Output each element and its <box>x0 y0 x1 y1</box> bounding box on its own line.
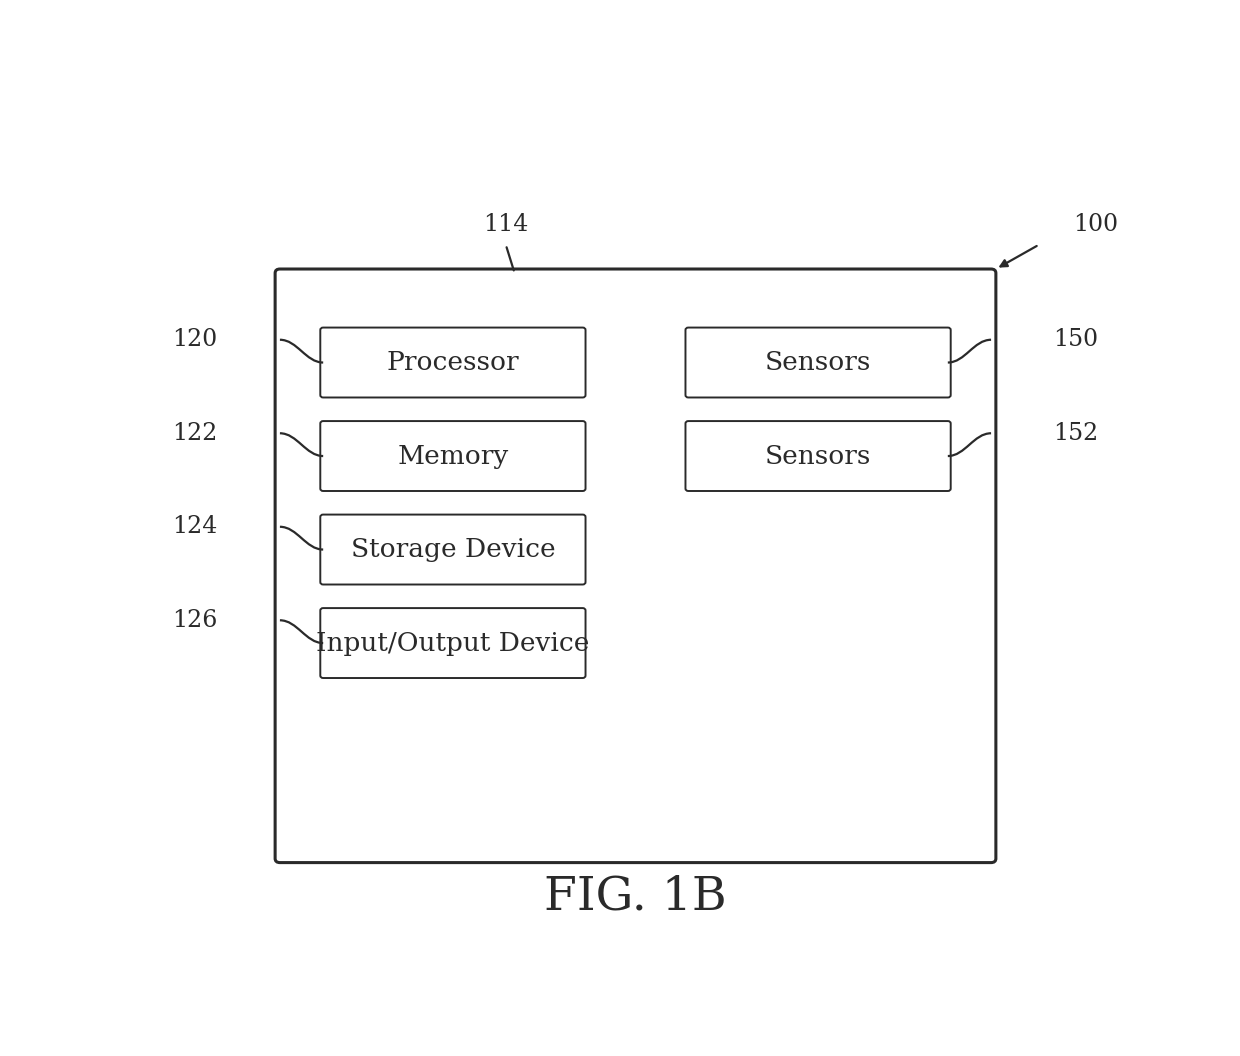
Text: 126: 126 <box>172 608 217 631</box>
Text: Sensors: Sensors <box>765 350 872 375</box>
Text: Processor: Processor <box>387 350 520 375</box>
FancyBboxPatch shape <box>320 608 585 678</box>
Text: 100: 100 <box>1073 213 1118 235</box>
FancyBboxPatch shape <box>275 269 996 863</box>
Text: 124: 124 <box>172 515 217 539</box>
FancyBboxPatch shape <box>320 327 585 397</box>
FancyBboxPatch shape <box>320 421 585 491</box>
Text: FIG. 1B: FIG. 1B <box>544 874 727 920</box>
Text: Input/Output Device: Input/Output Device <box>316 630 589 656</box>
Text: Sensors: Sensors <box>765 444 872 469</box>
Text: 120: 120 <box>172 328 217 352</box>
Text: Storage Device: Storage Device <box>351 538 556 562</box>
Text: 152: 152 <box>1054 421 1099 445</box>
Text: 122: 122 <box>172 421 217 445</box>
Text: Memory: Memory <box>397 444 508 469</box>
Text: 114: 114 <box>484 213 528 237</box>
Text: 150: 150 <box>1054 328 1099 352</box>
FancyBboxPatch shape <box>320 514 585 585</box>
FancyBboxPatch shape <box>686 327 951 397</box>
FancyBboxPatch shape <box>686 421 951 491</box>
